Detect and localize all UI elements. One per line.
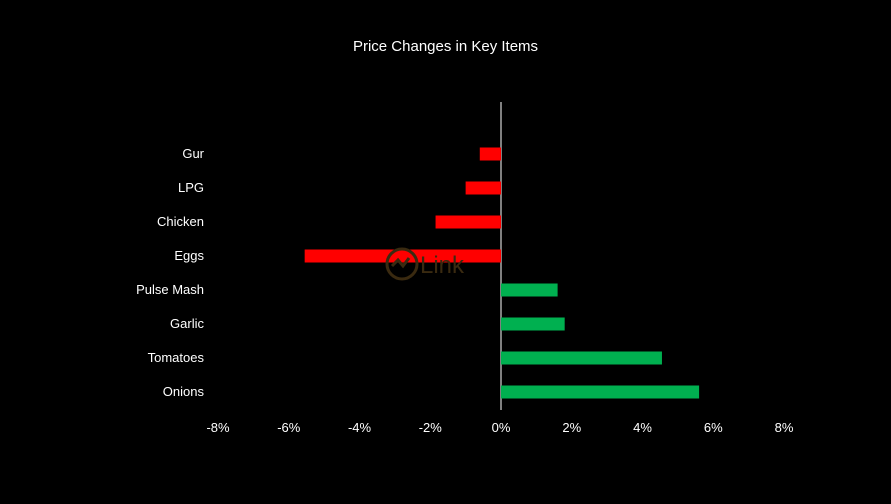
x-tick-label: -2% [418, 420, 442, 435]
x-tick-label: -8% [206, 420, 230, 435]
x-tick-label: -4% [347, 420, 372, 435]
x-tick-label: 6% [703, 420, 723, 435]
watermark-circle-icon [385, 247, 419, 281]
x-tick-label: 4% [633, 420, 652, 435]
category-label: Onions [162, 384, 204, 399]
watermark-logo: Link [385, 247, 465, 281]
bar-gur [479, 147, 501, 161]
x-tick-label: 8% [774, 420, 794, 435]
x-tick-label: 0% [491, 420, 511, 435]
category-label: Pulse Mash [136, 282, 204, 297]
category-label: Garlic [170, 316, 204, 331]
bar-lpg [465, 181, 501, 195]
bar-pulse-mash [501, 283, 558, 297]
watermark-text: Link [420, 252, 465, 279]
bar-onions [501, 385, 700, 399]
x-tick-label: -6% [277, 420, 301, 435]
bar-chicken [435, 215, 501, 229]
category-label: Gur [182, 146, 204, 161]
bar-eggs [304, 249, 501, 263]
category-label: LPG [177, 180, 204, 195]
chart-title: Price Changes in Key Items [352, 38, 539, 55]
x-tick-label: 2% [562, 420, 582, 435]
category-label: Tomatoes [147, 350, 204, 365]
category-label: Chicken [157, 214, 204, 229]
bar-garlic [501, 317, 565, 331]
watermark-trend-icon [390, 257, 411, 269]
bar-tomatoes [501, 351, 662, 365]
category-label: Eggs [174, 248, 204, 263]
